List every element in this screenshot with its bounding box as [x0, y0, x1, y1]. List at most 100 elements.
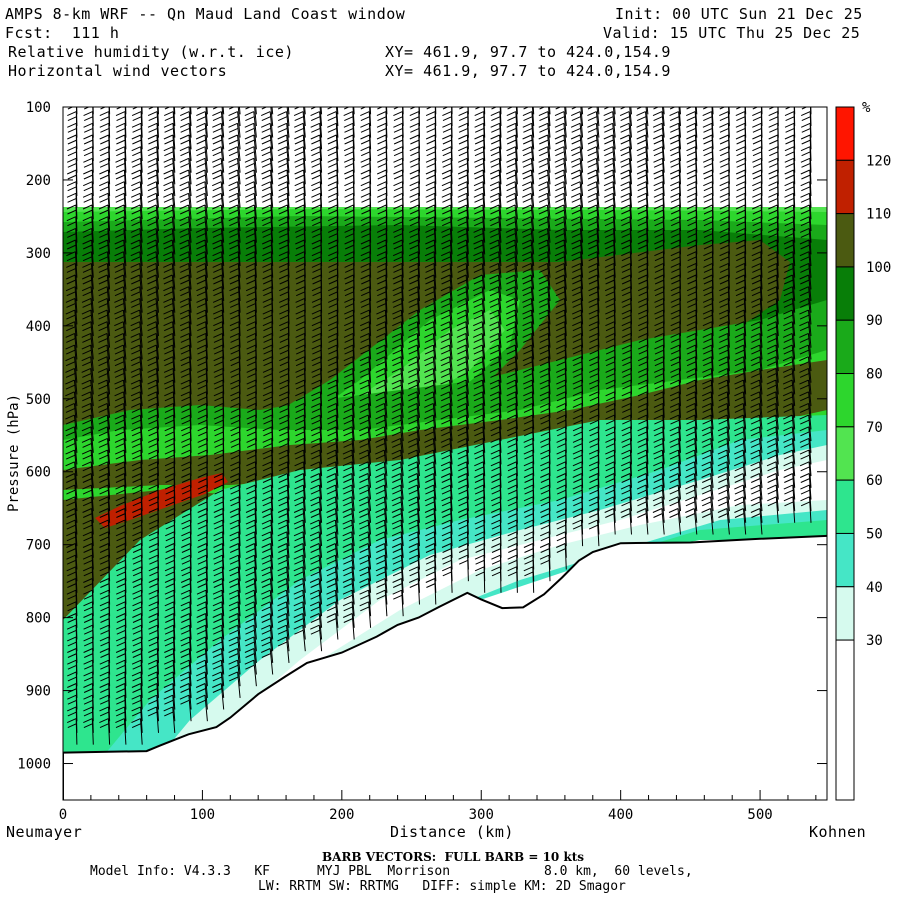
wind-barb	[376, 286, 388, 313]
wind-barb	[310, 122, 323, 150]
wind-barb	[229, 262, 241, 290]
wind-barb	[392, 297, 404, 325]
wind-barb	[195, 157, 208, 185]
wind-barb	[587, 192, 600, 220]
wind-barb	[587, 146, 600, 173]
wind-barb	[375, 367, 388, 395]
wind-barb	[375, 344, 388, 372]
wind-barb	[733, 426, 747, 453]
wind-barb	[695, 107, 698, 115]
wind-barb	[228, 181, 241, 208]
wind-barb	[326, 519, 339, 547]
wind-barb	[277, 508, 290, 535]
wind-barb	[735, 286, 747, 313]
wind-barb	[766, 449, 779, 477]
wind-barb	[114, 321, 127, 348]
wind-barb	[245, 531, 257, 558]
wind-barb	[81, 402, 94, 430]
wind-barb	[114, 391, 127, 418]
wind-barb	[98, 414, 111, 442]
wind-barb	[718, 332, 730, 360]
wind-barb	[539, 107, 551, 127]
wind-barb	[751, 239, 763, 267]
wind-barb	[570, 122, 584, 150]
wind-barb	[570, 169, 584, 197]
wind-barb	[782, 414, 796, 442]
wind-barb	[163, 262, 176, 290]
wind-barb	[146, 262, 159, 290]
wind-barb	[457, 169, 469, 197]
wind-barb	[572, 508, 584, 535]
wind-barb	[81, 426, 94, 453]
wind-barb	[261, 181, 274, 208]
wind-barb	[82, 473, 94, 500]
wind-barb	[358, 473, 372, 500]
wind-barb	[130, 262, 143, 290]
wind-barb	[474, 122, 486, 150]
wind-barb	[245, 543, 257, 570]
wind-barb	[570, 181, 584, 208]
wind-barb	[146, 239, 159, 267]
x-tick-label: 400	[608, 807, 633, 823]
wind-barb	[799, 437, 812, 465]
wind-barb	[359, 589, 372, 617]
wind-barb	[229, 508, 241, 535]
wind-barb	[195, 216, 208, 243]
wind-barb	[310, 111, 323, 138]
colorbar-bin	[835, 159, 855, 215]
wind-barb	[97, 321, 111, 348]
wind-barb	[180, 107, 192, 127]
wind-barb	[686, 107, 698, 127]
wind-barb	[98, 204, 111, 232]
wind-barb	[115, 718, 127, 745]
wind-barb	[65, 344, 78, 372]
wind-barb	[179, 227, 192, 255]
wind-barb	[521, 262, 535, 290]
wind-barb	[685, 449, 698, 477]
wind-barb	[457, 251, 469, 278]
wind-barb	[538, 321, 551, 348]
y-tick-label: 800	[26, 611, 51, 627]
wind-barb	[734, 391, 747, 418]
wind-barb	[522, 181, 535, 208]
wind-barb	[130, 216, 143, 243]
colorbar-bin	[835, 106, 855, 161]
wind-barb	[212, 107, 225, 127]
wind-barb	[293, 566, 306, 593]
wind-barb	[179, 683, 192, 710]
wind-barb	[163, 122, 176, 150]
wind-barb	[262, 461, 274, 488]
wind-barb	[440, 391, 453, 418]
wind-barb	[783, 309, 796, 337]
wind-barb	[407, 367, 420, 395]
wind-barb	[179, 251, 192, 278]
wind-barb	[375, 496, 388, 523]
wind-barb	[456, 379, 469, 407]
wind-barb	[196, 274, 208, 302]
wind-barb	[294, 134, 306, 162]
wind-barb	[718, 344, 730, 372]
wind-barb	[603, 169, 616, 197]
wind-barb	[260, 624, 274, 652]
rh-region-110-120	[95, 473, 228, 528]
wind-barb	[505, 309, 518, 337]
wind-barb	[489, 332, 502, 360]
wind-barb	[555, 297, 567, 325]
wind-barb	[147, 414, 159, 442]
wind-barb	[457, 473, 469, 500]
wind-barb	[799, 344, 812, 372]
wind-barb	[734, 367, 747, 395]
wind-barb	[195, 204, 208, 232]
wind-barb	[99, 718, 111, 745]
wind-barb	[782, 391, 796, 418]
wind-barb	[407, 356, 420, 383]
wind-barb	[82, 239, 94, 267]
wind-barb	[130, 286, 143, 313]
wind-barb	[800, 146, 812, 173]
wind-barb	[646, 107, 649, 115]
wind-barb	[228, 146, 241, 173]
wind-barb	[424, 414, 437, 442]
wind-barb	[407, 344, 420, 372]
wind-barb	[473, 449, 486, 477]
wind-barb	[489, 286, 502, 313]
